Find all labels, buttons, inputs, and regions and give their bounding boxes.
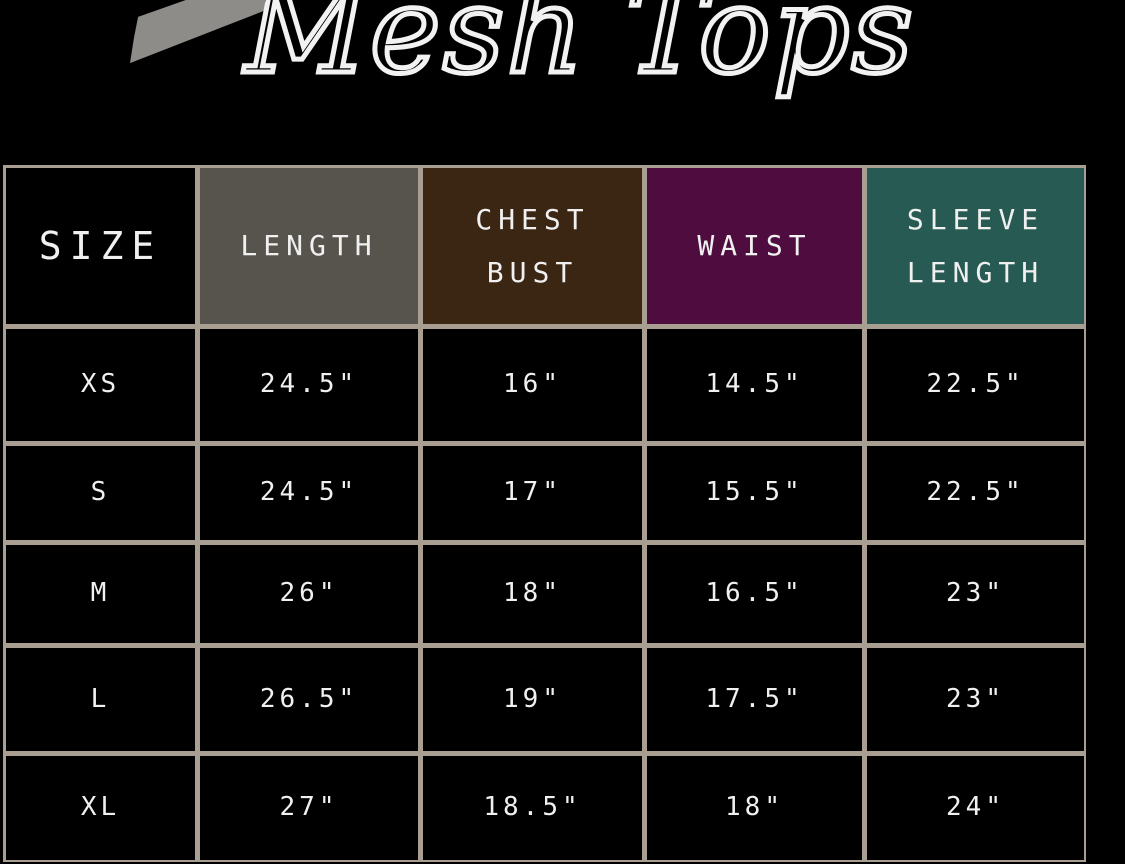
cell-waist: 17.5" [647, 648, 862, 751]
cell-sleeve-length: 23" [867, 545, 1084, 643]
cell-length: 27" [200, 756, 418, 860]
cell-sleeve-length: 22.5" [867, 446, 1084, 540]
cell-chest-bust: 16" [423, 329, 642, 441]
cell-length: 24.5" [200, 446, 418, 540]
cell-chest-bust: 18.5" [423, 756, 642, 860]
cell-length: 26.5" [200, 648, 418, 751]
size-label: XS [6, 329, 195, 441]
cell-sleeve-length: 23" [867, 648, 1084, 751]
header-length: LENGTH [200, 168, 418, 324]
page-title: Mesh Tops [242, 0, 916, 104]
size-label: L [6, 648, 195, 751]
size-label: M [6, 545, 195, 643]
size-label: S [6, 446, 195, 540]
cell-length: 26" [200, 545, 418, 643]
header-sleeve-length: SLEEVE LENGTH [867, 168, 1084, 324]
size-chart-table: SIZE LENGTH CHEST BUST WAIST SLEEVE LENGTH XS… [3, 165, 1086, 862]
cell-length: 24.5" [200, 329, 418, 441]
cell-waist: 15.5" [647, 446, 862, 540]
header-waist: WAIST [647, 168, 862, 324]
header-size: SIZE [6, 168, 195, 324]
size-label: XL [6, 756, 195, 860]
cell-sleeve-length: 24" [867, 756, 1084, 860]
cell-waist: 16.5" [647, 545, 862, 643]
cell-chest-bust: 19" [423, 648, 642, 751]
cell-waist: 14.5" [647, 329, 862, 441]
cell-chest-bust: 17" [423, 446, 642, 540]
cell-chest-bust: 18" [423, 545, 642, 643]
header-chest-bust: CHEST BUST [423, 168, 642, 324]
cell-waist: 18" [647, 756, 862, 860]
cell-sleeve-length: 22.5" [867, 329, 1084, 441]
